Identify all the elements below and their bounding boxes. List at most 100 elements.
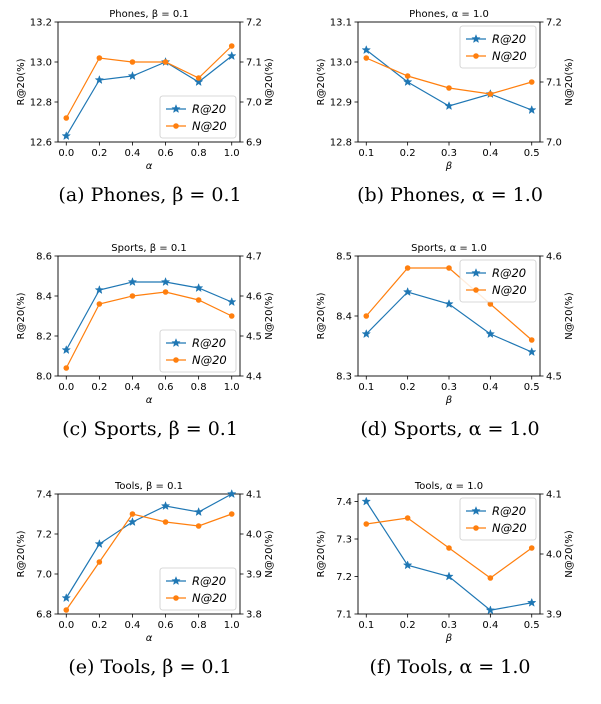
y-axis-label: R@20(%)	[316, 58, 327, 105]
y2-tick-label: 7.2	[546, 18, 562, 29]
legend-label: R@20	[492, 32, 526, 46]
y-axis-label: R@20(%)	[16, 530, 27, 577]
series-R@20	[361, 496, 537, 615]
legend-box	[459, 497, 537, 541]
series-N@20	[363, 55, 535, 97]
y2-tick-label: 3.8	[246, 610, 262, 621]
data-point	[129, 293, 136, 299]
legend-marker	[473, 287, 479, 293]
data-point	[162, 519, 169, 525]
legend: R@20 N@20	[159, 95, 237, 139]
legend-label: N@20	[192, 119, 227, 133]
chart-title: Sports, α = 1.0	[411, 243, 487, 254]
chart-panel: Sports, α = 1.0 0.1 0.2 0.3 0.4 0.5 8.3 8.4 8.5 4…	[300, 234, 600, 466]
chart-panel: Phones, β = 0.1 0.0 0.2 0.4 0.6 0.8 1.0 12.6 12.…	[0, 0, 300, 232]
y2-tick-label: 4.1	[546, 490, 562, 501]
x-tick-label: 0.3	[441, 148, 457, 159]
data-point	[526, 346, 537, 357]
data-point	[96, 301, 103, 307]
x-tick-label: 0.3	[441, 382, 457, 393]
subfigure-caption: (e) Tools, β = 0.1	[68, 656, 232, 678]
series-line	[65, 493, 233, 599]
y2-axis-label: N@20(%)	[564, 292, 575, 340]
chart-panel: Tools, β = 0.1 0.0 0.2 0.4 0.6 0.8 1.0 6.8 7.0 7.…	[0, 472, 300, 704]
y-axis-label: R@20(%)	[16, 58, 27, 105]
y2-axis-label: N@20(%)	[264, 58, 275, 106]
plot-frame	[57, 255, 241, 377]
y2-tick-label: 4.4	[246, 372, 262, 383]
data-point	[446, 265, 452, 271]
legend-label: R@20	[192, 574, 226, 588]
data-point	[94, 538, 105, 549]
data-point	[63, 607, 70, 613]
y-tick-label: 7.4	[336, 497, 352, 508]
x-axis-label: α	[146, 161, 153, 172]
legend-marker	[171, 575, 181, 586]
legend-label: N@20	[492, 283, 527, 297]
y-tick-label: 8.4	[36, 292, 52, 303]
y2-tick-label: 6.9	[246, 138, 262, 149]
chart-panel: Tools, α = 1.0 0.1 0.2 0.3 0.4 0.5 7.1 7.2 7.3 7.…	[300, 472, 600, 704]
y2-tick-label: 4.7	[246, 252, 262, 263]
y-tick-label: 7.3	[336, 535, 352, 546]
chart-panel: Sports, β = 0.1 0.0 0.2 0.4 0.6 0.8 1.0 8.0 8.2 8…	[0, 234, 300, 466]
data-point	[485, 605, 496, 615]
x-tick-label: 0.5	[524, 148, 540, 159]
legend-marker	[171, 103, 181, 114]
data-point	[446, 545, 452, 551]
data-point	[226, 50, 237, 61]
chart-title: Sports, β = 0.1	[111, 243, 186, 254]
series-N@20	[363, 515, 535, 581]
legend-box	[159, 329, 237, 373]
legend-label: R@20	[192, 102, 226, 116]
y-tick-label: 7.1	[336, 610, 352, 621]
data-point	[228, 511, 235, 517]
x-tick-label: 0.6	[158, 382, 174, 393]
y2-tick-label: 4.0	[546, 550, 562, 561]
x-axis-label: β	[445, 395, 453, 406]
legend-label: R@20	[492, 504, 526, 518]
x-tick-label: 0.1	[358, 148, 374, 159]
y-axis-label: R@20(%)	[316, 292, 327, 339]
subfigure-caption: (c) Sports, β = 0.1	[62, 418, 238, 440]
y-tick-label: 12.8	[330, 138, 352, 149]
chart-svg: Phones, β = 0.1 0.0 0.2 0.4 0.6 0.8 1.0 12.6 12.…	[16, 9, 275, 172]
data-point	[361, 328, 372, 339]
legend-marker	[471, 505, 481, 516]
x-tick-label: 0.2	[400, 148, 416, 159]
chart-title: Tools, β = 0.1	[114, 481, 183, 492]
y-tick-label: 8.2	[36, 332, 52, 343]
legend: R@20 N@20	[459, 25, 537, 69]
y-tick-label: 8.3	[336, 372, 352, 383]
series-line	[65, 281, 232, 351]
x-tick-label: 0.0	[58, 382, 74, 393]
x-tick-label: 0.4	[125, 382, 141, 393]
data-point	[363, 521, 370, 527]
x-tick-label: 0.2	[91, 382, 107, 393]
y-tick-label: 12.9	[330, 98, 352, 109]
legend-label: R@20	[192, 336, 226, 350]
series-R@20	[61, 276, 237, 355]
x-tick-label: 0.8	[191, 382, 207, 393]
y2-axis-label: N@20(%)	[264, 530, 275, 578]
y2-tick-label: 7.0	[246, 98, 262, 109]
legend: R@20 N@20	[159, 567, 237, 611]
y-tick-label: 13.0	[30, 58, 52, 69]
x-axis-label: α	[146, 633, 153, 644]
data-point	[526, 597, 537, 607]
data-point	[162, 289, 169, 295]
legend-marker	[473, 525, 479, 531]
y-axis-label: R@20(%)	[316, 530, 327, 577]
data-point	[193, 506, 204, 517]
data-point	[127, 70, 138, 81]
legend-marker	[473, 53, 479, 59]
x-tick-label: 0.2	[91, 620, 107, 631]
y-tick-label: 13.0	[330, 58, 352, 69]
legend-box	[459, 25, 537, 69]
x-tick-label: 1.0	[224, 148, 240, 159]
data-point	[226, 488, 237, 499]
x-tick-label: 0.5	[524, 382, 540, 393]
x-tick-label: 0.4	[482, 620, 498, 631]
data-point	[127, 276, 138, 287]
data-point	[195, 523, 202, 529]
